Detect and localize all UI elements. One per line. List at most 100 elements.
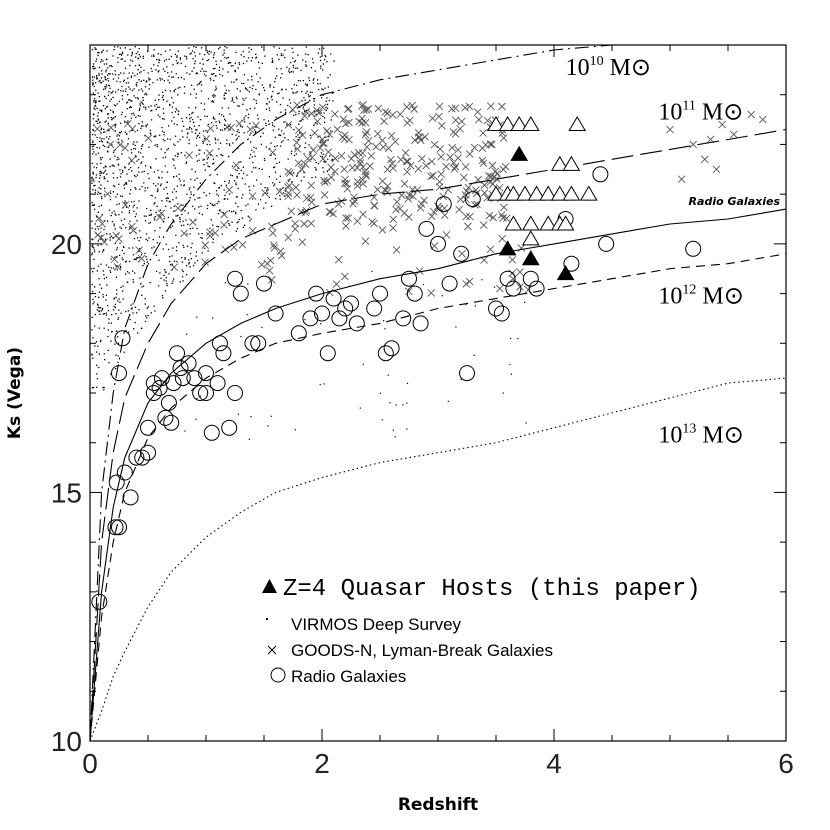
virmos-dot: [242, 62, 245, 65]
virmos-dot: [238, 105, 240, 107]
virmos-dot: [251, 87, 254, 90]
virmos-dot: [223, 198, 225, 200]
virmos-dot: [113, 104, 116, 106]
virmos-dot: [219, 73, 221, 75]
virmos-dot: [257, 81, 259, 83]
virmos-dot: [215, 60, 217, 62]
virmos-dot: [111, 314, 113, 316]
virmos-dot: [158, 94, 160, 96]
virmos-dot: [230, 65, 232, 67]
open-triangle: [556, 215, 575, 231]
virmos-dot: [136, 141, 138, 143]
virmos-dot: [183, 92, 186, 94]
virmos-dot: [236, 196, 238, 198]
goods-cross: [321, 178, 329, 187]
virmos-dot: [166, 283, 168, 285]
virmos-dot: [103, 220, 105, 222]
virmos-dot: [224, 85, 226, 87]
virmos-dot: [305, 65, 307, 67]
virmos-dot: [157, 65, 159, 67]
virmos-dot: [307, 54, 309, 56]
virmos-dot: [196, 135, 198, 137]
virmos-dot: [216, 127, 218, 129]
virmos-dot: [150, 67, 152, 70]
virmos-dot: [146, 207, 148, 210]
virmos-dot: [192, 265, 195, 267]
virmos-dot: [278, 134, 281, 136]
virmos-dot: [133, 237, 136, 240]
virmos-dot: [133, 175, 136, 177]
virmos-dot: [131, 53, 133, 55]
virmos-dot: [228, 90, 230, 92]
virmos-dot: [123, 72, 125, 74]
goods-cross: [338, 133, 347, 141]
virmos-dot: [319, 83, 321, 85]
virmos-dot: [101, 197, 103, 200]
virmos-dot: [129, 88, 131, 90]
virmos-dot: [225, 92, 227, 94]
virmos-dot: [169, 256, 171, 258]
virmos-dot: [117, 361, 119, 364]
virmos-dot: [235, 139, 237, 141]
virmos-dot: [138, 250, 140, 252]
virmos-dot: [245, 97, 247, 99]
virmos-dot: [131, 89, 134, 92]
virmos-dot: [115, 276, 118, 278]
virmos-dot: [177, 203, 179, 205]
virmos-dot: [317, 79, 319, 81]
virmos-dot: [93, 166, 95, 168]
legend-marker-dot: [266, 618, 268, 620]
virmos-dot: [146, 80, 148, 82]
goods-cross: [331, 154, 340, 163]
virmos-dot: [265, 108, 268, 110]
virmos-dot: [209, 202, 212, 204]
virmos-dot: [217, 195, 220, 197]
virmos-dot: [172, 158, 174, 160]
virmos-dot: [141, 102, 143, 104]
virmos-dot: [193, 121, 195, 123]
virmos-dot: [126, 133, 128, 135]
virmos-dot: [271, 58, 273, 60]
virmos-dot: [219, 129, 222, 131]
virmos-dot: [104, 86, 106, 88]
virmos-dot: [280, 141, 283, 143]
virmos-dot: [107, 329, 109, 331]
virmos-dot: [123, 184, 125, 186]
virmos-dot: [92, 171, 94, 173]
virmos-dot: [209, 144, 211, 146]
virmos-dot: [200, 102, 202, 104]
goods-cross: [287, 207, 296, 216]
virmos-dot: [100, 110, 103, 113]
virmos-dot: [123, 187, 126, 189]
virmos-dot: [102, 386, 104, 389]
goods-cross: [362, 128, 371, 136]
virmos-dot: [118, 131, 121, 133]
virmos-dot: [293, 128, 295, 131]
virmos-dot: [205, 70, 207, 72]
virmos-dot: [100, 140, 103, 142]
virmos-dot: [325, 106, 327, 108]
virmos-dot: [287, 158, 289, 160]
virmos-dot: [175, 190, 177, 193]
virmos-dot: [103, 176, 105, 178]
virmos-dot: [142, 97, 144, 99]
virmos-dot: [146, 307, 148, 309]
virmos-dot: [206, 143, 208, 146]
virmos-dot: [257, 61, 260, 63]
virmos-dot: [213, 52, 216, 54]
virmos-dot: [197, 134, 199, 137]
virmos-dot: [130, 113, 133, 115]
goods-cross: [370, 201, 379, 210]
goods-cross: [442, 230, 451, 239]
goods-cross: [185, 151, 194, 159]
goods-cross: [285, 181, 294, 190]
virmos-dot: [126, 173, 128, 175]
virmos-dot: [102, 293, 104, 296]
virmos-dot: [133, 95, 135, 97]
virmos-dot: [100, 238, 102, 240]
goods-cross: [442, 162, 450, 171]
virmos-dot: [114, 228, 116, 230]
goods-cross: [729, 130, 738, 139]
goods-cross: [428, 157, 436, 166]
virmos-dot: [195, 107, 197, 109]
